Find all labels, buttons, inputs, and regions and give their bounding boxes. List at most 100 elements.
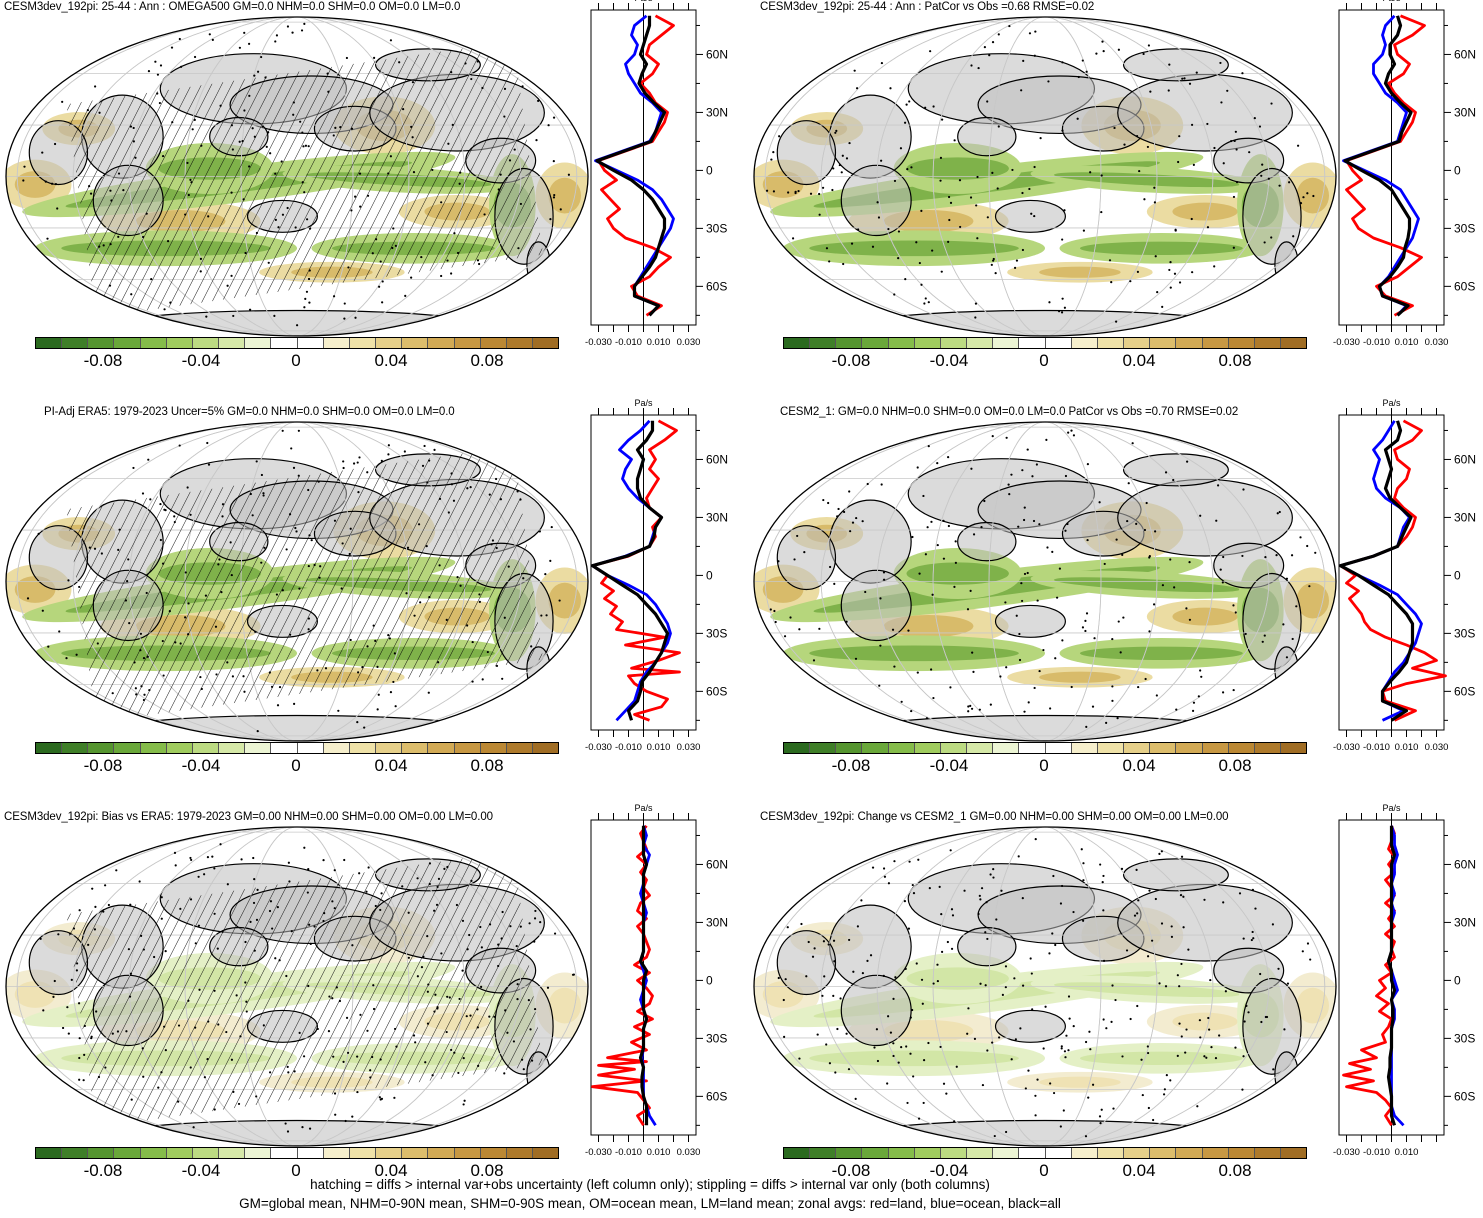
stipple-dot (1148, 630, 1151, 633)
stipple-dot (366, 1029, 369, 1032)
stipple-dot (506, 1031, 509, 1034)
zonal-land-line (597, 14, 675, 317)
stipple-dot (1054, 657, 1057, 660)
stipple-dot (274, 40, 277, 43)
stipple-dot (115, 869, 118, 872)
stipple-dot (230, 1058, 234, 1061)
stipple-dot (886, 1082, 889, 1085)
colorbar-swatch (836, 743, 863, 753)
stipple-dot (519, 498, 522, 501)
colorbar (783, 1147, 1307, 1159)
stipple-dot (378, 285, 381, 288)
stipple-dot (141, 1047, 144, 1050)
stipple-dot (160, 896, 163, 899)
stipple-dot (1182, 926, 1185, 929)
colorbar-tick-label: 0.08 (470, 1161, 504, 1180)
colorbar-swatch (1097, 743, 1125, 753)
stipple-dot (778, 135, 781, 138)
stipple-dot (78, 1078, 81, 1081)
stipple-dot (477, 1064, 480, 1067)
stipple-dot (1103, 562, 1106, 566)
stipple-dot (340, 587, 343, 590)
stipple-dot (171, 121, 174, 124)
colorbar-swatch (967, 338, 994, 348)
stipple-dot (1242, 1055, 1245, 1058)
stipple-dot (232, 314, 235, 318)
stipple-dot (1271, 923, 1274, 926)
stipple-dot (900, 1046, 903, 1049)
stipple-dot (142, 948, 145, 951)
stipple-dot (508, 159, 512, 162)
stipple-dot (906, 168, 909, 171)
stipple-dot (372, 56, 376, 60)
longitude-line (932, 827, 1158, 1146)
stipple-dot (184, 616, 187, 619)
stipple-dot (376, 665, 379, 668)
stipple-dot (1177, 160, 1180, 164)
stipple-dot (1022, 59, 1025, 62)
y-tick-label: 30N (1454, 915, 1476, 929)
stipple-dot (97, 1075, 101, 1079)
stipple-dot (1088, 1030, 1091, 1033)
stipple-dot (138, 880, 141, 883)
colorbar-tick-label: 0 (291, 351, 301, 370)
stipple-dot (1102, 909, 1105, 912)
stipple-dot (803, 551, 806, 554)
stipple-dot (142, 1075, 145, 1078)
colorbar-tick-label: 0 (291, 1161, 301, 1180)
stipple-dot (303, 306, 306, 309)
zonal-all-line (638, 825, 649, 1126)
stipple-dot (520, 1058, 524, 1061)
colorbar-swatch (166, 743, 193, 753)
stipple-dot (145, 591, 148, 595)
stipple-dot (375, 238, 378, 241)
stipple-dot (945, 1092, 948, 1095)
stipple-dot (503, 1072, 506, 1075)
stipple-dot (550, 525, 553, 529)
map-outline (5, 421, 589, 742)
stipple-dot (428, 882, 431, 886)
stipple-dot (1288, 181, 1291, 184)
stipple-dot (241, 140, 244, 143)
stipple-dot (349, 638, 352, 642)
stipple-dot (1233, 139, 1236, 143)
colorbar-swatch (245, 338, 272, 348)
stipple-dot (1187, 948, 1190, 951)
stipple-dot (930, 668, 933, 671)
stipple-dot (894, 976, 897, 979)
colorbar-tick-label: 0 (1039, 351, 1049, 370)
stipple-dot (326, 72, 329, 75)
stipple-dot (275, 593, 279, 596)
stipple-dot (462, 1057, 465, 1060)
stipple-dot (1129, 280, 1132, 283)
colorbar-swatch (245, 743, 272, 753)
stipple-dot (1241, 554, 1244, 558)
map-panel (3, 419, 591, 744)
stipple-dot (297, 474, 300, 477)
stipple-dot (104, 1066, 107, 1069)
stipple-dot (1105, 721, 1108, 724)
y-tick-label: 60N (1454, 452, 1476, 466)
stipple-dot (877, 216, 881, 219)
stipple-dot (1076, 117, 1079, 120)
y-tick-label: 30S (1454, 1031, 1475, 1045)
stipple-dot (331, 997, 334, 1000)
colorbar-swatch (349, 1148, 377, 1158)
stipple-dot (307, 628, 310, 631)
stipple-dot (307, 145, 310, 148)
stipple-dot (880, 483, 883, 486)
landmass (121, 1119, 473, 1146)
stipple-dot (976, 175, 979, 179)
stipple-dot (866, 482, 869, 486)
stipple-dot (446, 995, 449, 998)
stipple-dot (1197, 695, 1200, 698)
stipple-dot (278, 685, 282, 689)
stipple-dot (1048, 952, 1051, 955)
stipple-dot (1312, 194, 1315, 198)
y-tick-label: 30N (706, 915, 728, 929)
stipple-dot (549, 218, 552, 221)
stipple-dot (769, 608, 772, 611)
stipple-dot (179, 65, 183, 68)
stipple-dot (940, 270, 943, 273)
stipple-dot (1221, 581, 1224, 584)
